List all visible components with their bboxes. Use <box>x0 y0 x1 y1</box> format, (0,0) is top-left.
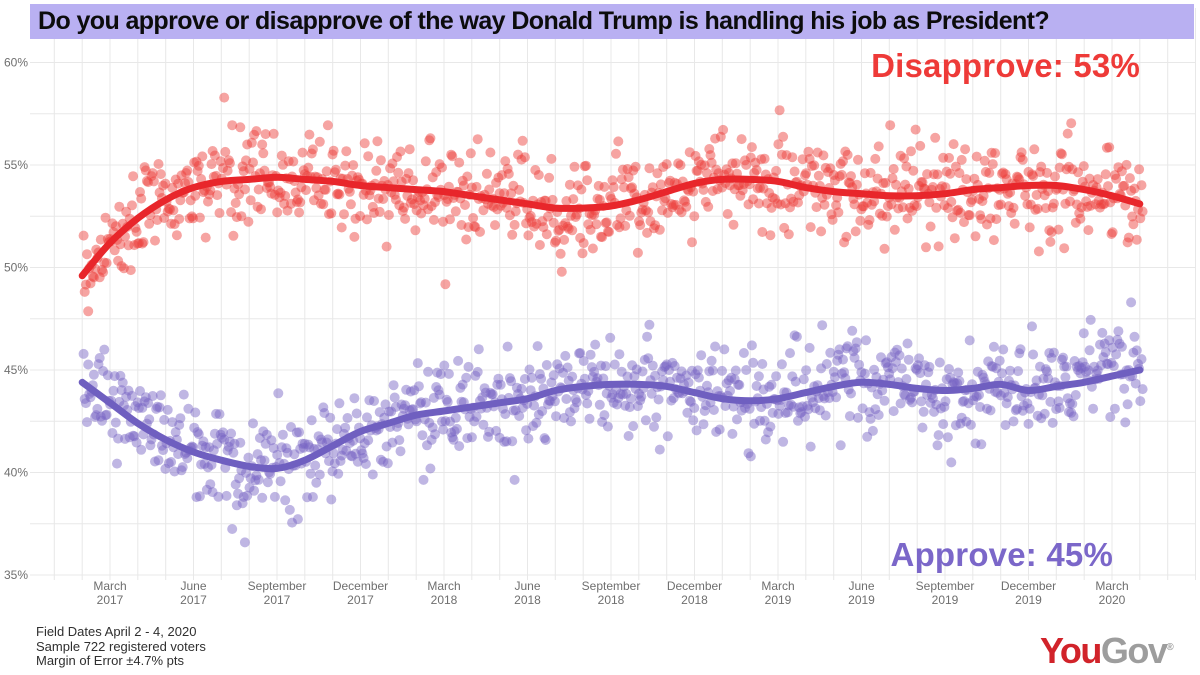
svg-text:2019: 2019 <box>848 593 875 607</box>
svg-text:55%: 55% <box>4 158 28 172</box>
svg-text:2017: 2017 <box>347 593 374 607</box>
svg-text:50%: 50% <box>4 261 28 275</box>
svg-text:March: March <box>1095 579 1128 593</box>
svg-text:2017: 2017 <box>264 593 291 607</box>
svg-text:March: March <box>761 579 794 593</box>
yougov-logo-gov: Gov <box>1100 630 1168 671</box>
svg-text:2018: 2018 <box>681 593 708 607</box>
svg-text:2019: 2019 <box>932 593 959 607</box>
svg-text:2019: 2019 <box>1015 593 1042 607</box>
sample-size-note: Sample 722 registered voters <box>36 638 206 654</box>
registered-trademark-icon: ® <box>1166 642 1174 653</box>
svg-text:2019: 2019 <box>765 593 792 607</box>
svg-text:2018: 2018 <box>431 593 458 607</box>
svg-text:2018: 2018 <box>514 593 541 607</box>
disapprove-annotation: Disapprove: 53% <box>871 47 1140 84</box>
svg-text:2018: 2018 <box>598 593 625 607</box>
svg-text:June: June <box>514 579 540 593</box>
svg-text:March: March <box>93 579 126 593</box>
svg-text:September: September <box>248 579 307 593</box>
svg-text:40%: 40% <box>4 466 28 480</box>
yougov-logo-you: You <box>1040 630 1102 671</box>
yougov-logo: YouGov® <box>1040 630 1174 672</box>
svg-text:35%: 35% <box>4 568 28 582</box>
svg-text:60%: 60% <box>4 56 28 70</box>
svg-text:2017: 2017 <box>180 593 207 607</box>
svg-text:45%: 45% <box>4 363 28 377</box>
svg-text:2017: 2017 <box>97 593 124 607</box>
chart-title-banner: Do you approve or disapprove of the way … <box>30 4 1194 39</box>
svg-text:December: December <box>667 579 722 593</box>
svg-text:December: December <box>1001 579 1056 593</box>
svg-text:June: June <box>180 579 206 593</box>
svg-text:September: September <box>582 579 641 593</box>
approve-annotation: Approve: 45% <box>890 536 1113 573</box>
margin-of-error-note: Margin of Error ±4.7% pts <box>36 653 185 668</box>
chart-footnotes: Field Dates April 2 - 4, 2020 Sample 722… <box>36 624 206 669</box>
svg-text:June: June <box>848 579 874 593</box>
svg-text:December: December <box>333 579 388 593</box>
field-dates-note: Field Dates April 2 - 4, 2020 <box>36 624 197 639</box>
svg-text:March: March <box>427 579 460 593</box>
svg-text:September: September <box>916 579 975 593</box>
svg-text:2020: 2020 <box>1099 593 1126 607</box>
chart-title: Do you approve or disapprove of the way … <box>38 7 1050 35</box>
